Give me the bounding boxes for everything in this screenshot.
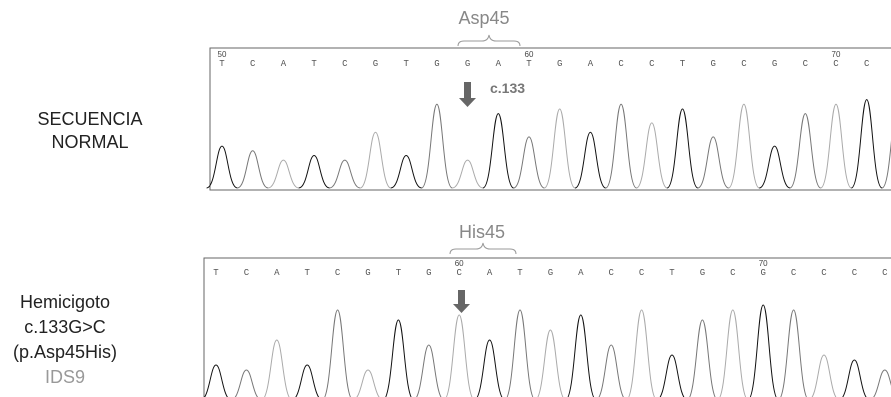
base-call: G [772, 59, 777, 69]
base-call: C [852, 268, 858, 278]
codon-bracket [458, 35, 520, 46]
base-call: T [403, 59, 409, 69]
base-call: C [335, 268, 341, 278]
base-call: T [526, 59, 532, 69]
base-call: T [396, 268, 402, 278]
base-call: A [487, 268, 493, 278]
figure: Asp45 His45 c.133 SECUENCIA NORMAL Hemic… [0, 0, 891, 397]
codon-bracket [450, 243, 516, 254]
base-call: G [365, 268, 370, 278]
base-call: C [741, 59, 747, 69]
base-call: C [730, 268, 736, 278]
base-call: A [274, 268, 280, 278]
panel-label: (p.Asp45His) [13, 342, 117, 362]
base-call: A [588, 59, 594, 69]
panel-label: c.133G>C [24, 317, 106, 337]
codon-label: Asp45 [458, 8, 509, 28]
base-call: C [250, 59, 256, 69]
panel-label: SECUENCIA [37, 109, 142, 129]
base-call: T [517, 268, 523, 278]
codon-label: His45 [459, 222, 505, 242]
base-call: T [304, 268, 310, 278]
base-call: G [373, 59, 378, 69]
base-call: G [426, 268, 431, 278]
base-call: G [434, 59, 439, 69]
base-call: C [864, 59, 870, 69]
base-call: A [578, 268, 584, 278]
base-call: T [311, 59, 317, 69]
base-call: C [791, 268, 797, 278]
panel-label: Hemicigoto [20, 292, 110, 312]
base-call: C [649, 59, 655, 69]
base-call: G [700, 268, 705, 278]
base-call: C [342, 59, 348, 69]
base-call: C [456, 268, 462, 278]
base-call: C [608, 268, 614, 278]
base-call: A [281, 59, 287, 69]
mutation-label: c.133 [490, 80, 525, 96]
base-call: C [244, 268, 250, 278]
panel-label: NORMAL [51, 132, 128, 152]
position-number: 70 [759, 259, 768, 268]
position-number: 60 [525, 50, 534, 59]
base-call: C [803, 59, 809, 69]
base-call: T [219, 59, 225, 69]
base-call: T [669, 268, 675, 278]
base-call: T [680, 59, 686, 69]
position-number: 70 [832, 50, 841, 59]
base-call: C [618, 59, 624, 69]
base-call: C [821, 268, 827, 278]
position-number: 50 [218, 50, 227, 59]
base-call: G [557, 59, 562, 69]
base-call: G [760, 268, 765, 278]
base-call: G [710, 59, 715, 69]
position-number: 60 [455, 259, 464, 268]
base-call: T [213, 268, 219, 278]
base-call: C [882, 268, 888, 278]
base-call: C [639, 268, 645, 278]
base-call: G [548, 268, 553, 278]
chromatogram-frame [204, 258, 891, 397]
base-call: C [833, 59, 839, 69]
panel-label: IDS9 [45, 367, 85, 387]
base-call: A [496, 59, 502, 69]
base-call: G [465, 59, 470, 69]
